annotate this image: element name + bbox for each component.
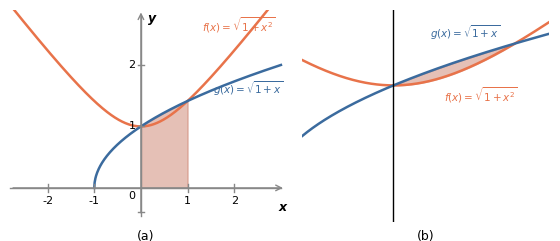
Text: $\bfit{x}$: $\bfit{x}$ xyxy=(278,201,289,214)
Text: $g(x) = \sqrt{1 + x}$: $g(x) = \sqrt{1 + x}$ xyxy=(430,24,500,42)
Text: 0: 0 xyxy=(128,191,136,201)
Text: $f(x) = \sqrt{1 + x^2}$: $f(x) = \sqrt{1 + x^2}$ xyxy=(445,86,518,105)
Text: $f(x) = \sqrt{1 + x^2}$: $f(x) = \sqrt{1 + x^2}$ xyxy=(202,15,276,35)
Text: 1: 1 xyxy=(128,121,136,131)
Text: (a): (a) xyxy=(137,230,155,241)
Text: -2: -2 xyxy=(42,196,53,206)
Text: $\bfit{y}$: $\bfit{y}$ xyxy=(147,13,157,27)
Text: -1: -1 xyxy=(89,196,100,206)
Text: 1: 1 xyxy=(184,196,191,206)
Text: 2: 2 xyxy=(128,60,136,70)
Text: $g(x) = \sqrt{1 + x}$: $g(x) = \sqrt{1 + x}$ xyxy=(213,79,283,98)
Text: (b): (b) xyxy=(417,230,435,241)
Text: 2: 2 xyxy=(231,196,238,206)
